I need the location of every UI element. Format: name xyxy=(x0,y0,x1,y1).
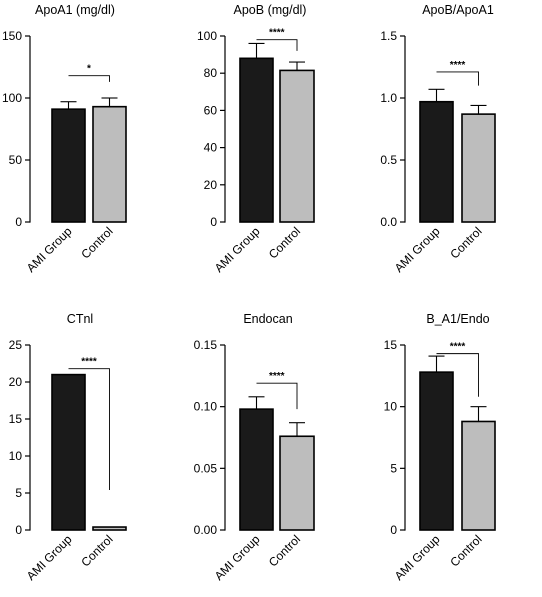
y-tick-label: 15 xyxy=(384,338,398,352)
significance-bracket xyxy=(436,353,479,397)
chart-title: CTnl xyxy=(67,312,93,326)
y-tick-label: 10 xyxy=(384,400,398,414)
category-label: Control xyxy=(78,224,115,261)
bar-control xyxy=(92,526,127,531)
category-label: AMI Group xyxy=(24,532,75,583)
bar-ami-group xyxy=(419,371,454,531)
y-tick-label: 0.00 xyxy=(194,523,218,537)
category-label: AMI Group xyxy=(392,532,443,583)
chart-title: ApoB/ApoA1 xyxy=(422,3,494,17)
bar-control xyxy=(461,113,496,223)
y-tick-label: 100 xyxy=(197,29,217,43)
chart-panel-2: ApoB (mg/dl) 0 20 40 60 80 100 AMI Group Control… xyxy=(197,3,315,275)
y-tick-label: 0 xyxy=(15,523,22,537)
category-label: Control xyxy=(78,532,115,569)
bar-ami-group xyxy=(239,408,274,531)
significance-label: * xyxy=(87,64,91,75)
y-tick-label: 0.5 xyxy=(380,153,397,167)
significance-label: **** xyxy=(450,342,466,353)
significance-bracket xyxy=(436,71,479,86)
chart-panel-6: B_A1/Endo 0 5 10 15 AMI Group Control **** xyxy=(384,312,496,583)
y-tick-label: 0.15 xyxy=(194,338,218,352)
category-label: AMI Group xyxy=(212,532,263,583)
y-tick-label: 60 xyxy=(204,103,218,117)
y-tick-label: 80 xyxy=(204,66,218,80)
y-tick-label: 1.5 xyxy=(380,29,397,43)
category-label: AMI Group xyxy=(392,224,443,275)
significance-bracket xyxy=(256,382,298,410)
significance-label: **** xyxy=(81,357,97,368)
significance-bracket xyxy=(256,39,298,51)
category-label: AMI Group xyxy=(24,224,75,275)
bar-control xyxy=(461,420,496,531)
significance-label: **** xyxy=(269,371,285,382)
y-tick-label: 0.10 xyxy=(194,400,218,414)
bar-control xyxy=(279,69,315,223)
bar-control xyxy=(279,435,315,531)
chart-title: ApoB (mg/dl) xyxy=(234,3,307,17)
y-tick-label: 150 xyxy=(2,29,22,43)
y-tick-label: 25 xyxy=(9,338,23,352)
category-label: AMI Group xyxy=(212,224,263,275)
chart-title: B_A1/Endo xyxy=(426,312,489,326)
y-tick-label: 1.0 xyxy=(380,91,397,105)
category-label: Control xyxy=(447,532,484,569)
bar-control xyxy=(92,105,127,223)
bar-ami-group xyxy=(51,108,86,223)
y-tick-label: 15 xyxy=(9,412,23,426)
category-label: Control xyxy=(266,532,303,569)
y-tick-label: 0 xyxy=(15,215,22,229)
chart-title: ApoA1 (mg/dl) xyxy=(35,3,115,17)
y-tick-label: 20 xyxy=(204,178,218,192)
chart-panel-3: ApoB/ApoA1 0.0 0.5 1.0 1.5 AMI Group Control **… xyxy=(380,3,496,275)
category-label: Control xyxy=(447,224,484,261)
chart-panel-5: Endocan 0.00 0.05 0.10 0.15 AMI Group Control *… xyxy=(194,312,315,583)
bar-ami-group xyxy=(419,100,454,223)
significance-bracket xyxy=(68,75,110,82)
bar-ami-group xyxy=(51,373,86,531)
y-tick-label: 5 xyxy=(390,461,397,475)
category-label: Control xyxy=(266,224,303,261)
y-tick-label: 50 xyxy=(9,153,23,167)
chart-panel-1: ApoA1 (mg/dl) 0 50 100 150 AMI Group Control * xyxy=(2,3,127,275)
y-tick-label: 100 xyxy=(2,91,22,105)
significance-label: **** xyxy=(450,60,466,71)
chart-title: Endocan xyxy=(243,312,292,326)
y-tick-label: 5 xyxy=(15,486,22,500)
y-tick-label: 0.05 xyxy=(194,461,218,475)
chart-panel-4: CTnl 0 5 10 15 20 25 AMI Group Control **** xyxy=(9,312,127,583)
y-tick-label: 0 xyxy=(210,215,217,229)
y-tick-label: 10 xyxy=(9,449,23,463)
bar-ami-group xyxy=(239,57,274,223)
y-tick-label: 40 xyxy=(204,141,218,155)
significance-label: **** xyxy=(269,28,285,39)
significance-bracket xyxy=(68,368,110,491)
y-tick-label: 0.0 xyxy=(380,215,397,229)
y-tick-label: 20 xyxy=(9,375,23,389)
y-tick-label: 0 xyxy=(390,523,397,537)
